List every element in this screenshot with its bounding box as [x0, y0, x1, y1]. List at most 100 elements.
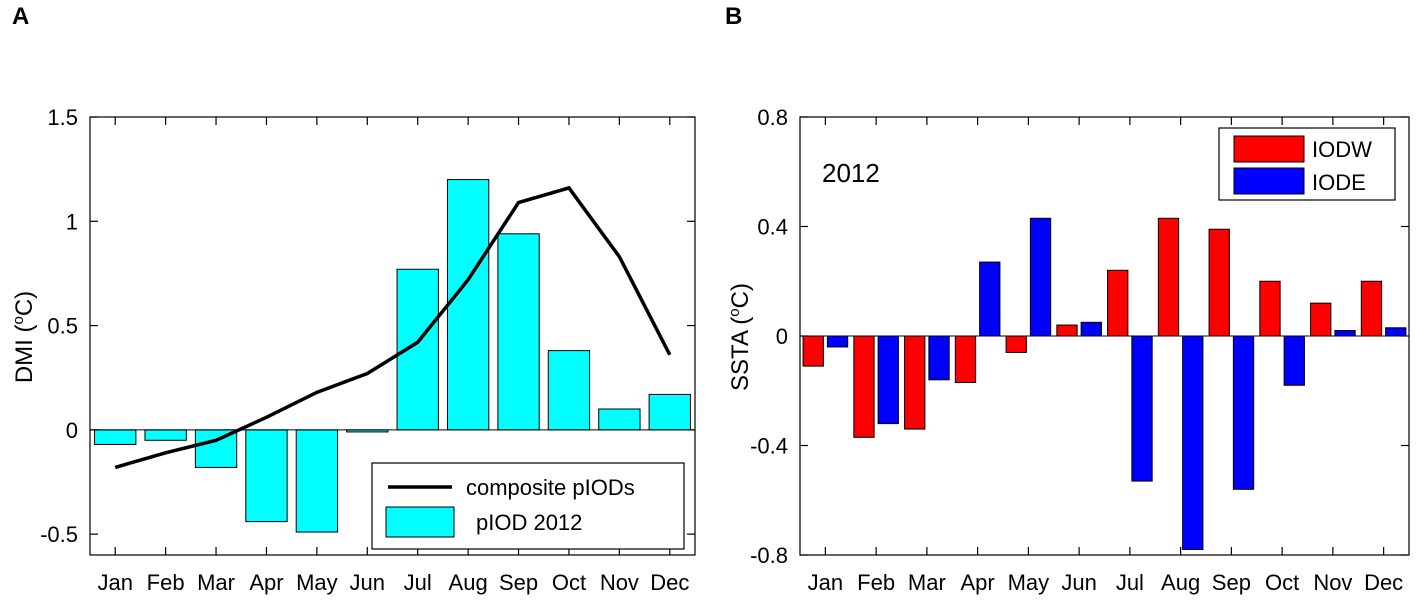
bar-piod-nov	[598, 408, 641, 431]
panel-b-ylabel-unit: C)	[727, 283, 754, 308]
panel-a-xtick-label: Nov	[600, 570, 639, 595]
panel-b-ytick-label: 0	[776, 324, 788, 349]
panel-a-xtick-label: Apr	[249, 570, 283, 595]
panel-a: A -0.5 0 0.5 1 1.5 Jan Feb Mar Apr May Jun Jul Aug S…	[10, 3, 696, 595]
panel-a-ytick-label: 1	[66, 209, 78, 234]
legend-label-iodw: IODW	[1312, 137, 1372, 162]
bar-iode-apr	[979, 261, 1001, 337]
panel-b-x-ticks: Jan Feb Mar Apr May Jun Jul Aug Sep Oct Nov Dec	[808, 117, 1403, 595]
legend-iode-swatch	[1233, 167, 1305, 195]
legend-label-iode: IODE	[1312, 170, 1366, 195]
panel-a-ytick-label: -0.5	[40, 522, 78, 547]
panel-b: B -0.8 -0.4 0 0.4 0.8 Jan Feb Mar Apr May Jun Jul A…	[725, 3, 1410, 595]
bar-iodw-mar	[904, 335, 926, 430]
panel-b-bars	[802, 217, 1407, 551]
bar-iodw-oct	[1259, 280, 1281, 337]
panel-a-x-ticks: Jan Feb Mar Apr May Jun Jul Aug Sep Oct Nov Dec	[97, 117, 689, 595]
bar-iode-aug	[1182, 335, 1204, 551]
bar-iodw-jun	[1056, 324, 1078, 337]
bar-iode-jun	[1080, 321, 1102, 337]
panel-b-xtick-label: Feb	[857, 570, 895, 595]
panel-a-xtick-label: Jul	[404, 570, 432, 595]
panel-a-xtick-label: Jun	[350, 570, 385, 595]
bar-iodw-nov	[1310, 302, 1332, 337]
panel-b-xtick-label: Jan	[808, 570, 843, 595]
bar-iode-dec	[1385, 327, 1407, 337]
composite-line	[114, 185, 672, 470]
bar-piod-dec	[648, 393, 691, 431]
bar-iodw-jan	[802, 335, 824, 367]
panel-a-xtick-label: Dec	[650, 570, 689, 595]
panel-b-xtick-label: Oct	[1265, 570, 1299, 595]
panel-a-ytick-label: 1.5	[47, 105, 78, 130]
panel-a-xtick-label: Oct	[552, 570, 586, 595]
bar-iode-may	[1029, 217, 1052, 337]
panel-a-ylabel-sup: o	[10, 316, 27, 324]
bar-piod-mar	[194, 429, 238, 468]
panel-b-xtick-label: Sep	[1212, 570, 1251, 595]
panel-a-ylabel-main: DMI (	[11, 325, 38, 384]
bar-piod-oct	[547, 350, 591, 431]
legend-label-composite: composite pIODs	[466, 475, 635, 500]
bar-iodw-dec	[1360, 280, 1383, 337]
panel-b-xtick-label: Nov	[1313, 570, 1352, 595]
panel-a-legend: composite pIODs pIOD 2012	[371, 462, 685, 550]
panel-b-ylabel-main: SSTA (	[727, 317, 754, 391]
panel-a-ylabel: DMI (oC)	[10, 291, 38, 383]
panel-a-xtick-label: Mar	[197, 570, 235, 595]
panel-a-bars	[94, 179, 691, 533]
bar-iodw-sep	[1208, 228, 1230, 337]
panel-a-ylabel-unit: C)	[11, 291, 38, 316]
panel-a-xtick-label: Feb	[147, 570, 185, 595]
bar-piod-aug	[446, 179, 490, 431]
panel-a-axes-frame	[89, 116, 696, 556]
panel-b-xtick-label: Jun	[1061, 570, 1096, 595]
bar-piod-jan	[94, 429, 137, 445]
panel-a-xtick-label: May	[296, 570, 338, 595]
panel-b-ylabel-sup: o	[726, 308, 743, 316]
panel-a-ytick-label: 0.5	[47, 314, 78, 339]
panel-b-xtick-label: Aug	[1161, 570, 1200, 595]
panel-b-ylabel: SSTA (oC)	[726, 283, 754, 391]
bar-iodw-aug	[1157, 217, 1180, 337]
panel-b-xtick-label: Mar	[908, 570, 946, 595]
panel-b-xtick-label: Apr	[961, 570, 995, 595]
panel-a-xtick-label: Sep	[499, 570, 538, 595]
bar-iode-jan	[826, 335, 849, 348]
panel-b-xtick-label: Jul	[1116, 570, 1144, 595]
bar-iode-oct	[1283, 335, 1305, 386]
legend-iodw-swatch	[1233, 135, 1305, 163]
bar-iode-mar	[928, 335, 950, 381]
panel-b-letter: B	[725, 3, 742, 30]
panel-a-letter: A	[12, 3, 29, 30]
panel-a-xtick-label: Jan	[97, 570, 132, 595]
legend-label-piod: pIOD 2012	[476, 510, 582, 535]
panel-b-legend: IODW IODE	[1218, 127, 1396, 201]
bar-iode-sep	[1232, 335, 1255, 490]
bar-iodw-may	[1005, 335, 1027, 353]
bar-iodw-feb	[853, 335, 875, 438]
panel-a-xtick-label: Aug	[449, 570, 488, 595]
bar-piod-sep	[497, 233, 540, 431]
bar-piod-feb	[144, 429, 187, 441]
panel-b-ytick-label: 0.8	[757, 105, 788, 130]
bar-iode-nov	[1334, 330, 1356, 337]
bar-piod-may	[295, 429, 339, 533]
bar-iodw-apr	[954, 335, 977, 384]
bar-iodw-jul	[1107, 269, 1129, 337]
panel-b-xtick-label: May	[1008, 570, 1050, 595]
panel-b-ytick-label: 0.4	[757, 215, 788, 240]
panel-b-y-ticks: -0.8 -0.4 0 0.4 0.8	[750, 105, 1409, 568]
legend-bar-swatch	[385, 506, 455, 538]
bar-piod-apr	[245, 429, 288, 523]
panel-a-ytick-label: 0	[66, 418, 78, 443]
bar-iode-jul	[1131, 335, 1153, 482]
panel-b-ytick-label: -0.4	[750, 434, 788, 459]
panel-b-ytick-label: -0.8	[750, 543, 788, 568]
panel-b-xtick-label: Dec	[1364, 570, 1403, 595]
panel-a-y-ticks: -0.5 0 0.5 1 1.5	[40, 105, 695, 547]
panel-b-year-annotation: 2012	[822, 158, 880, 188]
bar-iode-feb	[877, 335, 899, 425]
